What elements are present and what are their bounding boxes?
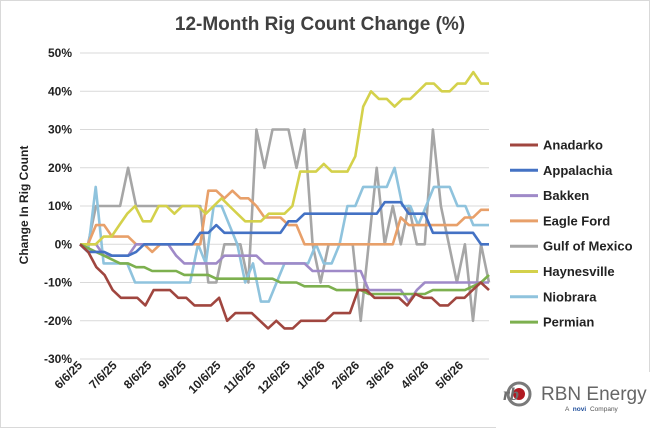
tagline-suffix: Company	[590, 406, 619, 413]
series-line-appalachia	[79, 200, 489, 257]
legend-label-permian: Permian	[543, 315, 594, 330]
y-axis-ticks: 50% 40% 30% 20% 10% 0% -10% -20% -30%	[44, 46, 72, 366]
y-tick-label: -30%	[44, 352, 72, 366]
legend-label-gulf-of-mexico: Gulf of Mexico	[543, 239, 633, 254]
brand-name: RBN Energy	[541, 384, 647, 405]
series-line-haynesville	[80, 70, 489, 246]
y-axis-label: Change In Rig Count	[17, 146, 31, 265]
legend-label-eagle-ford: Eagle Ford	[543, 213, 610, 228]
chart-title: 12-Month Rig Count Change (%)	[175, 14, 465, 35]
tagline-prefix: A	[565, 406, 570, 413]
legend-label-haynesville: Haynesville	[543, 264, 615, 279]
y-tick-label: 40%	[48, 84, 72, 98]
y-tick-label: -20%	[44, 314, 72, 328]
rbn-energy-logo: rb RBN Energy A novi Company	[496, 372, 650, 428]
y-tick-label: 10%	[48, 199, 72, 213]
series-line-gulf-of-mexico	[80, 128, 491, 323]
legend-label-niobrara: Niobrara	[543, 289, 597, 304]
series-line-eagle-ford	[80, 189, 489, 254]
y-tick-label: 20%	[48, 161, 72, 175]
series-line-permian	[79, 243, 490, 296]
legend-label-anadarko: Anadarko	[543, 138, 603, 153]
tagline-brand: novi	[573, 406, 587, 413]
series-lines	[79, 70, 491, 330]
logo-monogram: rb	[503, 384, 519, 404]
series-line-anadarko	[79, 243, 490, 330]
y-tick-label: 0%	[55, 237, 73, 251]
legend: Anadarko Appalachia Bakken Eagle Ford Gulf o…	[510, 138, 633, 330]
legend-label-bakken: Bakken	[543, 188, 589, 203]
y-tick-label: 50%	[48, 46, 72, 60]
legend-label-appalachia: Appalachia	[543, 163, 613, 178]
y-tick-label: 30%	[48, 123, 72, 137]
y-tick-label: -10%	[44, 276, 72, 290]
brand-tagline: A novi Company	[565, 406, 619, 413]
